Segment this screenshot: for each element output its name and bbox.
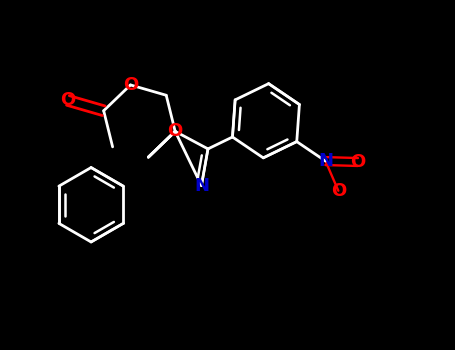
Text: O: O (167, 122, 183, 140)
Text: O: O (331, 182, 346, 200)
Text: O: O (61, 91, 76, 110)
Text: N: N (194, 176, 209, 195)
Text: O: O (350, 153, 365, 171)
Text: N: N (318, 152, 333, 170)
Text: O: O (123, 76, 138, 94)
